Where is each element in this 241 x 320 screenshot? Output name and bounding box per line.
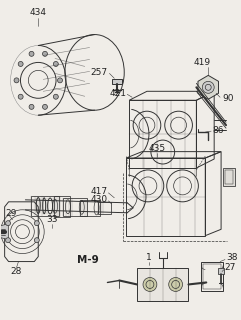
Bar xyxy=(31,196,59,216)
Text: 29: 29 xyxy=(6,209,17,218)
Circle shape xyxy=(29,51,34,56)
Circle shape xyxy=(143,277,157,292)
Bar xyxy=(218,268,224,274)
Circle shape xyxy=(6,221,11,226)
Circle shape xyxy=(42,104,47,109)
Text: 38: 38 xyxy=(226,253,238,262)
Text: 257: 257 xyxy=(90,68,107,77)
Circle shape xyxy=(169,277,182,292)
Text: 90: 90 xyxy=(222,94,234,103)
Polygon shape xyxy=(1,224,9,240)
Bar xyxy=(223,168,235,186)
Text: 33: 33 xyxy=(46,215,58,224)
Text: 421: 421 xyxy=(109,89,126,98)
Bar xyxy=(137,268,188,301)
Bar xyxy=(201,261,223,292)
Circle shape xyxy=(6,238,11,243)
Bar xyxy=(80,200,100,216)
Circle shape xyxy=(42,51,47,56)
Text: M-9: M-9 xyxy=(77,255,99,265)
Polygon shape xyxy=(198,76,219,99)
Text: 1: 1 xyxy=(146,253,152,262)
Bar xyxy=(203,264,221,289)
Bar xyxy=(63,198,87,216)
Circle shape xyxy=(14,78,19,83)
Text: 435: 435 xyxy=(148,144,165,153)
Circle shape xyxy=(53,61,58,67)
Text: 27: 27 xyxy=(224,263,235,272)
Circle shape xyxy=(18,94,23,99)
Circle shape xyxy=(34,221,39,226)
Bar xyxy=(98,202,111,214)
Circle shape xyxy=(202,81,214,93)
Circle shape xyxy=(58,78,62,83)
Circle shape xyxy=(29,104,34,109)
Circle shape xyxy=(18,61,23,67)
Bar xyxy=(54,196,70,217)
Text: 419: 419 xyxy=(194,58,211,67)
Text: 28: 28 xyxy=(11,267,22,276)
Circle shape xyxy=(34,238,39,243)
Bar xyxy=(225,170,233,184)
Text: 417: 417 xyxy=(90,188,107,196)
Bar xyxy=(112,79,122,84)
Circle shape xyxy=(53,94,58,99)
Text: 86: 86 xyxy=(212,126,224,135)
Text: 430: 430 xyxy=(90,195,107,204)
Text: 434: 434 xyxy=(30,8,47,17)
